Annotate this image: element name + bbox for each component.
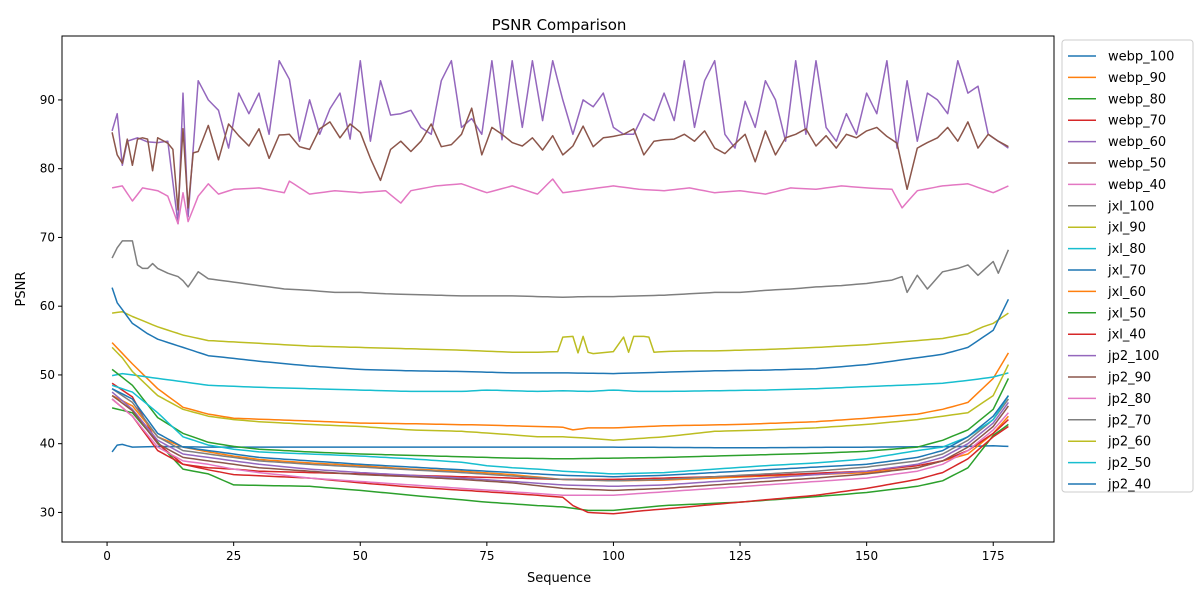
legend-label-webp_90: webp_90	[1108, 71, 1166, 86]
series-line-webp_90	[111, 342, 1010, 431]
series-line-jxl_50	[111, 368, 1010, 460]
series-line-jp2_60	[111, 346, 1010, 442]
legend-label-webp_100: webp_100	[1108, 50, 1174, 65]
legend-label-jp2_60: jp2_60	[1107, 435, 1151, 450]
x-tick-label: 125	[729, 549, 752, 563]
series-line-jxl_40	[111, 398, 1009, 481]
axes-frame	[61, 35, 1055, 543]
series-line-jp2_80	[111, 398, 1009, 497]
series-line-jxl_90	[111, 310, 1009, 355]
series-line-webp_40	[111, 178, 1009, 225]
y-tick-label: 80	[40, 162, 55, 176]
y-tick-label: 50	[40, 368, 55, 382]
series-line-jp2_50	[111, 384, 1010, 475]
x-tick-label: 100	[602, 549, 625, 563]
series-line-jp2_90	[111, 394, 1010, 492]
legend-label-jxl_80: jxl_80	[1107, 242, 1146, 257]
y-tick-label: 70	[40, 230, 55, 244]
series-line-jxl_100	[111, 240, 1010, 299]
legend-label-jxl_90: jxl_90	[1107, 221, 1146, 236]
legend-box	[1061, 39, 1194, 493]
series-line-jp2_70	[111, 388, 1010, 482]
series-line-jp2_40	[111, 388, 1010, 478]
x-axis-ticks: 0 25 50 75 100 125 150 175	[103, 542, 1005, 563]
legend-label-jxl_70: jxl_70	[1107, 264, 1146, 279]
x-tick-label: 0	[103, 549, 111, 563]
y-tick-label: 30	[40, 505, 55, 519]
legend-label-jp2_70: jp2_70	[1107, 413, 1151, 428]
legend-label-jxl_40: jxl_40	[1107, 328, 1146, 343]
legend-label-webp_50: webp_50	[1108, 157, 1166, 172]
x-tick-label: 150	[855, 549, 878, 563]
legend-label-jp2_40: jp2_40	[1107, 478, 1151, 493]
legend-label-jxl_60: jxl_60	[1107, 285, 1146, 300]
series-line-jxl_60	[111, 394, 1009, 482]
series-line-webp_70	[111, 382, 1009, 515]
legend-label-webp_60: webp_60	[1108, 135, 1166, 150]
legend-label-jp2_80: jp2_80	[1107, 392, 1151, 407]
x-axis-label: Sequence	[527, 571, 591, 586]
legend-label-jxl_50: jxl_50	[1107, 306, 1146, 321]
x-tick-label: 25	[226, 549, 241, 563]
y-axis-label: PSNR	[14, 272, 29, 307]
y-tick-label: 90	[40, 93, 55, 107]
series-line-jxl_80	[111, 372, 1009, 393]
y-axis-ticks: 30 40 50 60 70 80 90	[40, 93, 62, 519]
x-tick-label: 175	[982, 549, 1005, 563]
series-line-webp_50	[111, 107, 1009, 211]
legend-label-webp_70: webp_70	[1108, 114, 1166, 129]
legend-label-jxl_100: jxl_100	[1107, 199, 1154, 214]
legend-label-jp2_100: jp2_100	[1107, 349, 1159, 364]
series-line-webp_100	[111, 443, 1009, 453]
chart-title: PSNR Comparison	[492, 16, 627, 34]
series-line-webp_80	[111, 407, 1009, 512]
legend-label-jp2_90: jp2_90	[1107, 371, 1151, 386]
legend-label-webp_80: webp_80	[1108, 92, 1166, 107]
legend: webp_100 webp_90 webp_80 webp_70 webp_60webp…	[1061, 39, 1194, 493]
plot-area	[111, 59, 1010, 515]
series-line-jxl_70	[111, 287, 1010, 375]
legend-label-webp_40: webp_40	[1108, 178, 1166, 193]
y-tick-label: 60	[40, 299, 55, 313]
y-tick-label: 40	[40, 437, 55, 451]
x-tick-label: 50	[353, 549, 368, 563]
x-tick-label: 75	[479, 549, 494, 563]
series-line-jp2_100	[111, 391, 1010, 488]
series-line-webp_60	[111, 59, 1009, 225]
legend-label-jp2_50: jp2_50	[1107, 456, 1151, 471]
